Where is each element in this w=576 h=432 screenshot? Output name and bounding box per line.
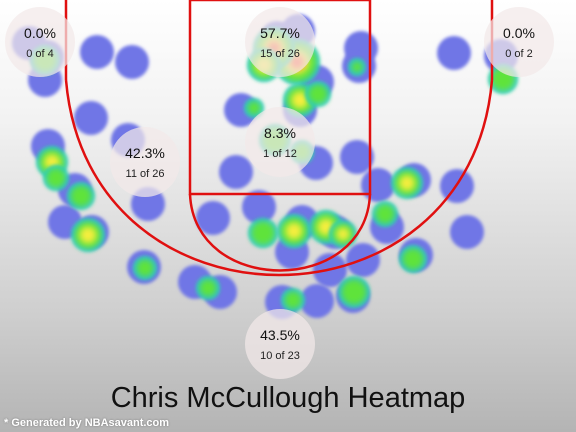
zone-percent: 42.3%: [125, 145, 165, 161]
zone-percent: 0.0%: [503, 25, 535, 41]
zone-bubble: [110, 127, 180, 197]
zone-bubble: [245, 309, 315, 379]
zone-right-corner-three: 0.0% 0 of 2: [484, 7, 554, 77]
heat-blob-core: [291, 91, 309, 109]
heat-blob: [199, 279, 217, 297]
zone-restricted-area: 57.7% 15 of 26: [245, 7, 315, 77]
chart-title: Chris McCullough Heatmap: [110, 382, 466, 414]
zone-percent: 43.5%: [260, 327, 300, 343]
zone-percent: 8.3%: [264, 125, 296, 141]
missed-shot-dot: [219, 155, 253, 189]
missed-shot-dot: [450, 215, 484, 249]
heat-blob-core: [285, 222, 303, 240]
missed-shot-dot: [300, 284, 334, 318]
zone-made-attempted: 0 of 4: [26, 48, 54, 60]
zone-left-midrange: 42.3% 11 of 26: [110, 127, 180, 197]
zone-labels-layer: 0.0% 0 of 4 57.7% 15 of 26 0.0% 0 of 2 42.3% 11…: [5, 7, 554, 379]
zone-bubble: [5, 7, 75, 77]
missed-shot-dot: [80, 35, 114, 69]
zone-percent: 57.7%: [260, 25, 300, 41]
heat-blob: [251, 221, 275, 245]
zone-made-attempted: 11 of 26: [126, 168, 165, 180]
heat-blob-core: [336, 227, 350, 241]
zone-bubble: [245, 107, 315, 177]
missed-shot-dot: [437, 36, 471, 70]
heat-blob: [308, 84, 328, 104]
zone-above-break-three: 43.5% 10 of 23: [245, 309, 315, 379]
zone-paint-non-ra: 8.3% 1 of 12: [245, 107, 315, 177]
zone-left-corner-three: 0.0% 0 of 4: [5, 7, 75, 77]
missed-shot-dot: [361, 168, 395, 202]
heat-blob-core: [399, 175, 415, 191]
heat-blob: [70, 185, 92, 207]
credit-text: * Generated by NBAsavant.com: [4, 417, 170, 429]
zone-made-attempted: 1 of 12: [263, 148, 297, 160]
heat-blob: [375, 204, 395, 224]
missed-shot-dot: [340, 140, 374, 174]
missed-shot-dot: [242, 190, 276, 224]
zone-made-attempted: 0 of 2: [505, 48, 533, 60]
heat-blob: [402, 248, 424, 270]
missed-shot-dot: [115, 45, 149, 79]
heat-blob: [351, 61, 363, 73]
heat-blob: [46, 168, 66, 188]
missed-shot-dot: [196, 201, 230, 235]
paint-lane: [188, 0, 372, 196]
heat-blob: [247, 101, 261, 115]
free-throw-circle: [188, 193, 372, 272]
heat-blob: [341, 279, 367, 305]
heat-blob: [136, 259, 154, 277]
missed-shot-dot: [74, 101, 108, 135]
heat-blob: [284, 291, 302, 309]
zone-bubble: [245, 7, 315, 77]
zone-percent: 0.0%: [24, 25, 56, 41]
zone-made-attempted: 15 of 26: [260, 48, 300, 60]
three-point-arc: [64, 79, 494, 277]
heat-blob-core: [79, 226, 97, 244]
zone-made-attempted: 10 of 23: [260, 350, 300, 362]
zone-bubble: [484, 7, 554, 77]
